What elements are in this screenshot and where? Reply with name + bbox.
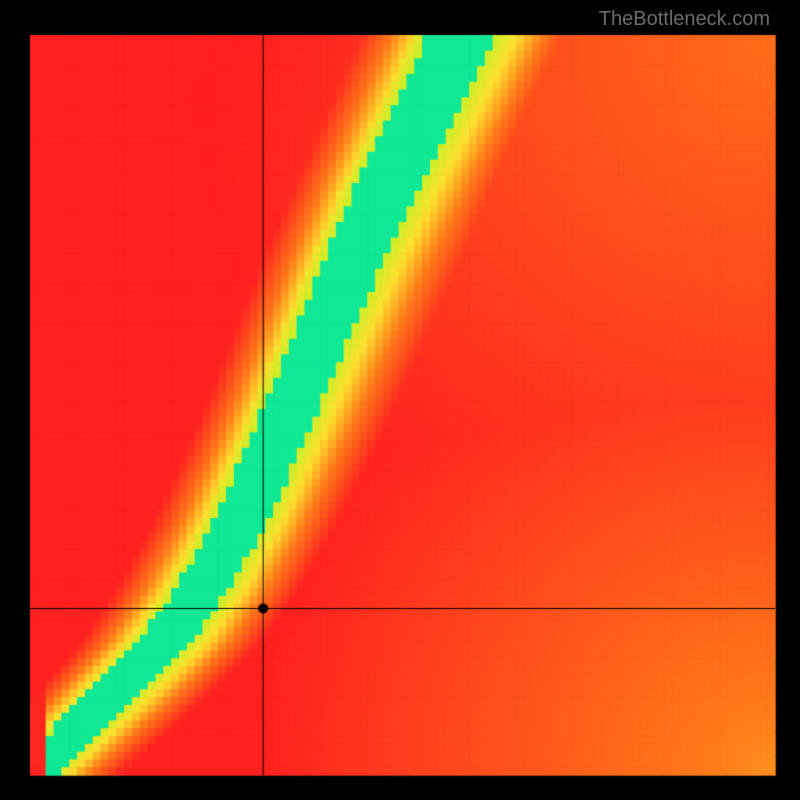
chart-container: TheBottleneck.com: [0, 0, 800, 800]
watermark-text: TheBottleneck.com: [599, 8, 770, 31]
heatmap-canvas: [0, 0, 800, 800]
